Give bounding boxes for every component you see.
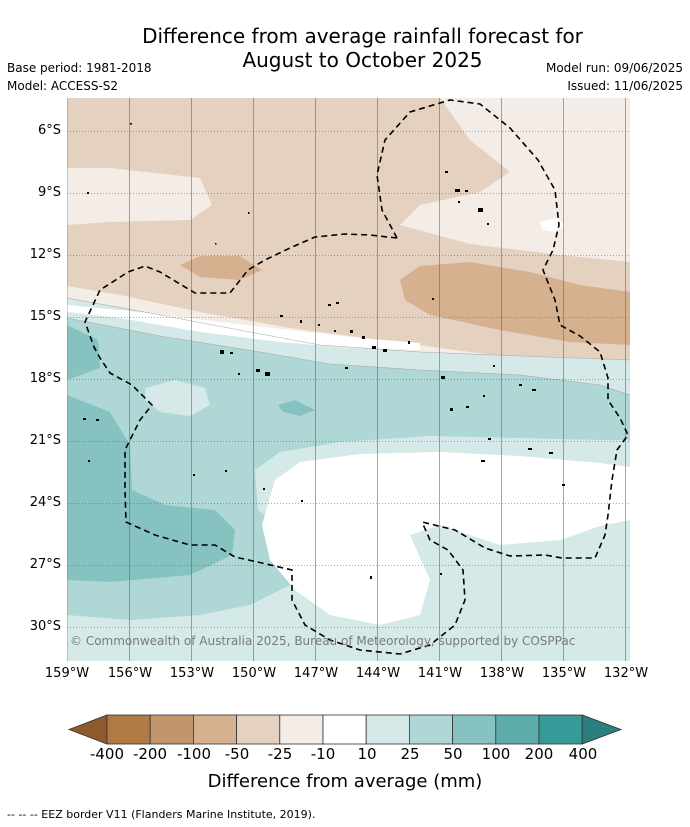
- colorbar-label: -10: [310, 745, 336, 763]
- colorbar-segment: [365, 714, 410, 745]
- map-title: Difference from average rainfall forecas…: [0, 24, 690, 72]
- meta-left: Base period: 1981-2018 Model: ACCESS-S2: [7, 59, 152, 95]
- meta-right: Model run: 09/06/2025 Issued: 11/06/2025: [546, 59, 683, 95]
- white-patch-center: [262, 452, 630, 625]
- map-area: [67, 98, 630, 661]
- lon-label: 132°W: [603, 666, 649, 681]
- islands: [83, 123, 565, 579]
- lon-label: 153°W: [169, 666, 215, 681]
- lat-label: 27°S: [29, 557, 61, 572]
- colorbar-label: 25: [400, 745, 420, 763]
- colorbar-label: -200: [132, 745, 168, 763]
- lon-label: 144°W: [355, 666, 401, 681]
- colorbar-label: -400: [89, 745, 125, 763]
- lon-label: 150°W: [231, 666, 277, 681]
- model-run: Model run: 09/06/2025: [545, 61, 683, 75]
- dry-zone-100-200-west: [180, 256, 262, 280]
- lat-label: 18°S: [29, 371, 61, 386]
- colorbar-label: -25: [267, 745, 293, 763]
- contour-line: [67, 297, 630, 396]
- colorbar-extend-high: [581, 714, 623, 745]
- colorbar-label: 400: [568, 745, 598, 763]
- colorbar-segment: [495, 714, 540, 745]
- colorbar-segment: [408, 714, 453, 745]
- dry-zone-100-200-east: [400, 262, 630, 345]
- lat-label: 6°S: [37, 123, 61, 138]
- colorbar-title: Difference from average (mm): [207, 771, 483, 792]
- colorbar-segment: [236, 714, 281, 745]
- colorbar-segment: [279, 714, 324, 745]
- lon-label: 141°W: [417, 666, 463, 681]
- white-patch-north: [67, 305, 420, 350]
- colorbar-label: 10: [357, 745, 377, 763]
- eez-legend: -- -- -- EEZ border V11 (Flanders Marine…: [7, 808, 316, 821]
- model-name: Model: ACCESS-S2: [7, 79, 119, 93]
- title-line-2: August to October 2025: [242, 48, 483, 72]
- lat-gridlines: [67, 131, 630, 628]
- issued-date: Issued: 11/06/2025: [567, 79, 683, 93]
- base-period: Base period: 1981-2018: [7, 61, 152, 75]
- lat-label: 21°S: [29, 433, 61, 448]
- lat-label: 15°S: [29, 309, 61, 324]
- lat-label: 30°S: [29, 619, 61, 634]
- lon-label: 147°W: [293, 666, 339, 681]
- lat-label: 9°S: [37, 185, 61, 200]
- wet-zone-50-100-small: [278, 400, 315, 416]
- colorbar-label: 200: [524, 745, 554, 763]
- colorbar-label: 100: [481, 745, 511, 763]
- white-patch-east-island: [540, 218, 565, 232]
- lon-label: 156°W: [107, 666, 153, 681]
- copyright-notice: © Commonwealth of Australia 2025, Bureau…: [70, 634, 576, 648]
- colorbar-label: 50: [443, 745, 463, 763]
- colorbar-segment: [149, 714, 194, 745]
- eez-borders: [84, 99, 629, 655]
- colorbar-label: -100: [176, 745, 212, 763]
- colorbar-segment: [322, 714, 367, 745]
- colorbar-segment: [538, 714, 583, 745]
- colorbar-segment: [106, 714, 151, 745]
- light-patch-west: [145, 380, 210, 416]
- lat-label: 24°S: [29, 495, 61, 510]
- colorbar-segment: [192, 714, 237, 745]
- lon-label: 135°W: [541, 666, 587, 681]
- colorbar: [67, 714, 623, 745]
- lat-label: 12°S: [29, 247, 61, 262]
- colorbar-segment: [452, 714, 497, 745]
- colorbar-extend-low: [67, 714, 108, 745]
- lon-label: 138°W: [479, 666, 525, 681]
- colorbar-label: -50: [224, 745, 250, 763]
- lon-label: 159°W: [44, 666, 90, 681]
- title-line-1: Difference from average rainfall forecas…: [142, 24, 583, 48]
